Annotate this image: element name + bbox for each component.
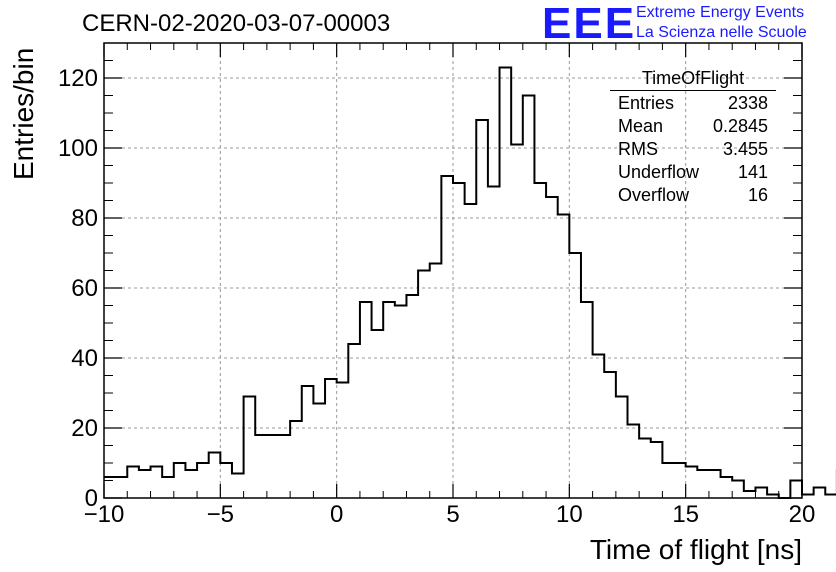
tick-labels: −10 −5 0 5 10 15 20 0 20 40 60 80 100 120: [58, 65, 815, 528]
y-tick-label: 60: [71, 275, 98, 302]
stats-box: TimeOfFlight Entries 2338 Mean 0.2845 RM…: [610, 68, 776, 207]
logo-line1: Extreme Energy Events: [636, 4, 805, 21]
stats-title: TimeOfFlight: [610, 68, 776, 91]
x-tick-label: 5: [446, 501, 459, 528]
y-tick-label: 100: [58, 135, 98, 162]
x-tick-label: −5: [207, 501, 234, 528]
histogram-series: [104, 66, 836, 499]
y-tick-label: 80: [71, 205, 98, 232]
y-axis-label: Entries/bin: [8, 47, 39, 180]
stats-label: Overflow: [618, 185, 690, 205]
axis-ticks: [103, 42, 803, 499]
x-tick-label: 10: [556, 501, 583, 528]
stats-value: 3.455: [722, 139, 768, 159]
x-tick-label: −10: [84, 501, 125, 528]
stats-value: 16: [747, 185, 768, 205]
grid: [104, 43, 802, 498]
logo-line2: La Scienza nelle Scuole: [636, 24, 807, 41]
x-tick-label: 0: [330, 501, 343, 528]
stats-row-underflow: Underflow 141: [610, 161, 776, 184]
x-tick-label: 15: [672, 501, 699, 528]
stats-row-entries: Entries 2338: [610, 92, 776, 115]
stats-label: Underflow: [618, 162, 700, 182]
stats-value: 2338: [727, 93, 768, 113]
y-tick-label: 120: [58, 65, 98, 92]
y-tick-label: 20: [71, 415, 98, 442]
y-tick-label: 0: [85, 485, 98, 512]
histogram-line: [104, 66, 836, 499]
stats-label: Entries: [618, 93, 675, 113]
plot-title: CERN-02-2020-03-07-00003: [82, 10, 391, 37]
stats-value: 141: [737, 162, 768, 182]
stats-row-overflow: Overflow 16: [610, 184, 776, 207]
stats-row-rms: RMS 3.455: [610, 138, 776, 161]
y-tick-label: 40: [71, 345, 98, 372]
stats-label: RMS: [618, 139, 658, 159]
stats-row-mean: Mean 0.2845: [610, 115, 776, 138]
x-axis-label: Time of flight [ns]: [589, 534, 802, 565]
stats-value: 0.2845: [712, 116, 768, 136]
x-tick-label: 20: [789, 501, 816, 528]
eee-logo: EEE: [542, 0, 637, 48]
stats-label: Mean: [618, 116, 664, 136]
